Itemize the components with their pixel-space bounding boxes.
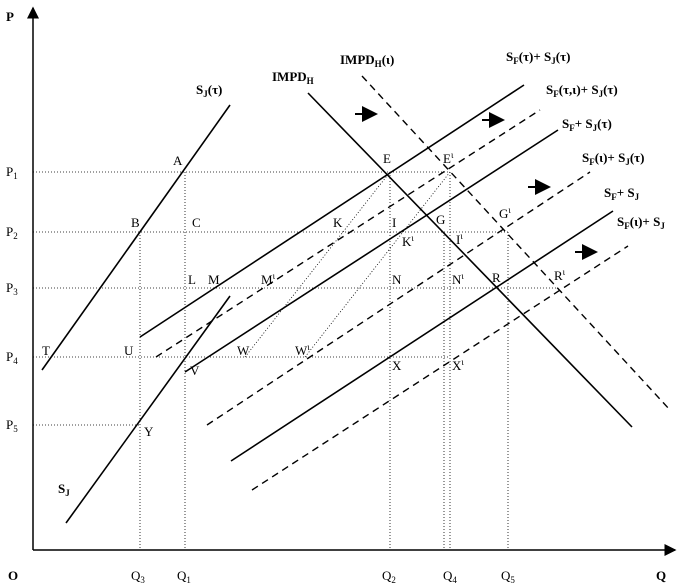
point-m: M [208,272,220,287]
axes [27,6,677,556]
p5-label: P5 [6,417,18,434]
sf-tau-iota-sj-tau-label: SF(τ,ι)+ SJ(τ) [546,82,618,99]
sf-iota-sj-tau-curve [206,171,591,426]
origin-label: O [8,568,18,583]
curve-labels: SJ(τ) SJ IMPDH IMPDH(ι) SF(τ)+ SJ(τ) SF(… [58,49,665,498]
q2-label: Q2 [382,568,396,585]
sj-curve [65,295,231,524]
p2-label: P2 [6,224,18,241]
q4-label: Q4 [443,568,457,585]
point-b: B [131,215,140,230]
sj-tau-curve [41,104,231,371]
point-e1: Eι [443,150,454,166]
point-u: U [124,343,134,358]
point-labels: A B C E Eι K I G Gι Kι Iι L M Mι N Nι R … [42,150,566,439]
q5-label: Q5 [501,568,515,585]
solid-curves [41,84,633,524]
point-m1: Mι [261,271,276,287]
x-axis-label: Q [656,568,666,583]
sf-sj-label: SF+ SJ [604,185,640,202]
point-e: E [383,151,391,166]
y-axis-label: P [6,9,14,24]
point-x: X [392,358,402,373]
point-r1: Rι [554,267,566,283]
point-a: A [173,153,183,168]
point-k: K [333,215,343,230]
point-i1: Iι [456,231,463,247]
sf-iota-sj-tau-label: SF(ι)+ SJ(τ) [582,150,644,167]
point-y: Y [144,424,154,439]
point-g: G [436,212,445,227]
sj-label: SJ [58,481,70,498]
point-x1: Xι [452,357,464,373]
p3-label: P3 [6,280,18,297]
point-v: V [190,363,200,378]
sf-sj-curve [230,210,614,462]
reference-lines [33,171,556,550]
impd-h-iota-label: IMPDH(ι) [340,52,394,69]
p1-label: P1 [6,164,18,181]
impd-h-iota-curve [361,75,671,411]
sj-tau-label: SJ(τ) [196,82,222,99]
point-r: R [492,270,501,285]
e1w1-chord [304,171,451,358]
sf-sj-tau-label: SF+ SJ(τ) [562,116,612,133]
point-n1: Nι [452,271,464,287]
point-c: C [192,215,201,230]
quantity-tick-labels: Q3 Q1 Q2 Q4 Q5 [131,568,515,585]
point-n: N [392,272,402,287]
price-tick-labels: P1 P2 P3 P4 P5 [6,164,18,434]
dashed-curves [155,75,671,491]
point-w1: Wι [295,342,310,358]
sf-tau-sj-tau-label: SF(τ)+ SJ(τ) [506,49,570,66]
shift-arrows [355,106,598,260]
p4-label: P4 [6,349,18,366]
q1-label: Q1 [177,568,191,585]
point-t: T [42,343,50,358]
sf-tau-iota-sj-tau-curve [155,109,541,358]
point-g1: Gι [499,205,511,221]
impd-h-curve [307,92,633,428]
point-k1: Kι [402,233,414,249]
sf-tau-sj-tau-curve [139,84,525,338]
point-w: W [237,343,250,358]
sf-iota-sj-label: SF(ι)+ SJ [617,214,665,231]
sf-sj-tau-curve [184,129,559,373]
impd-h-label: IMPDH [272,69,314,86]
q3-label: Q3 [131,568,145,585]
ew-chord [244,171,391,358]
point-i: I [392,215,396,230]
sf-iota-sj-curve [251,245,629,491]
point-l: L [188,272,196,287]
